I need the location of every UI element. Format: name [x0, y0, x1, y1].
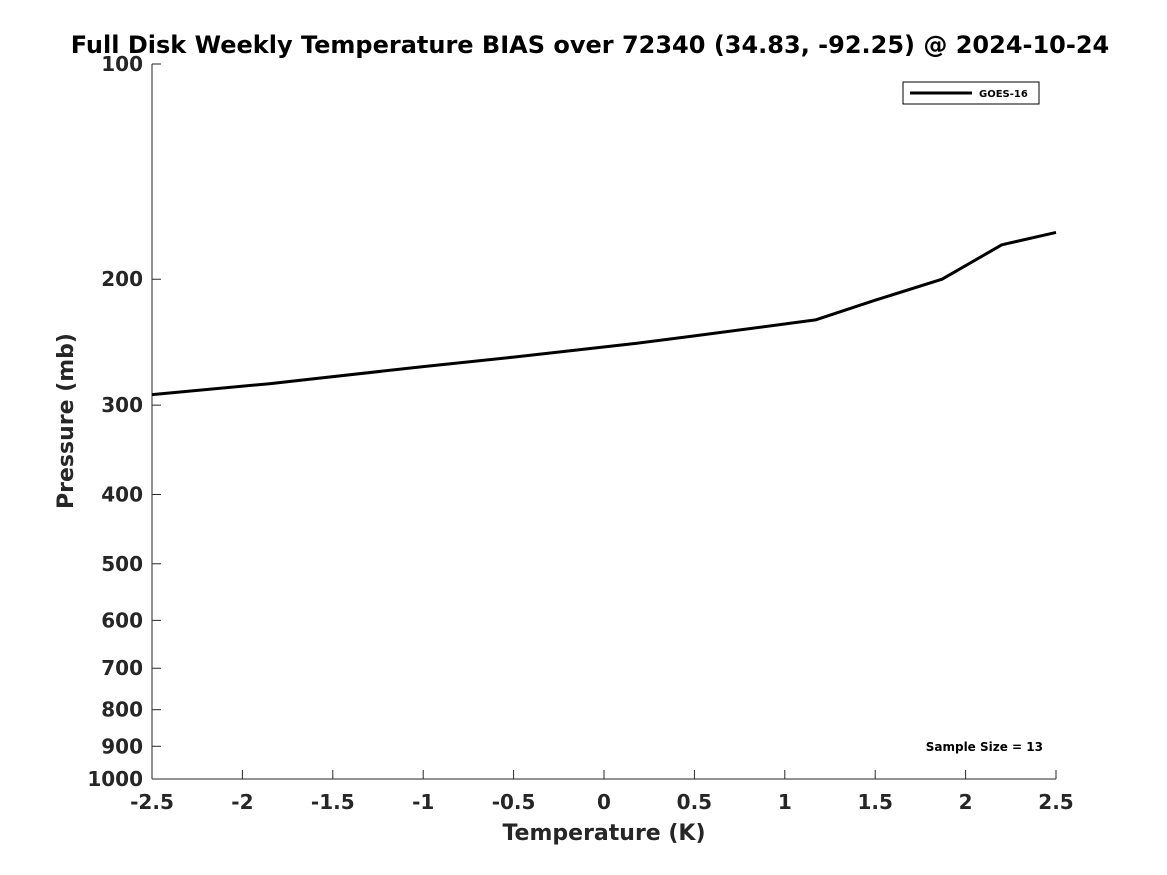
y-tick-label: 100 — [101, 52, 143, 76]
y-tick-label: 400 — [101, 482, 143, 506]
sample-size-annotation: Sample Size = 13 — [926, 740, 1043, 754]
chart-title: Full Disk Weekly Temperature BIAS over 7… — [71, 31, 1110, 59]
x-tick-label: 1.5 — [857, 790, 892, 814]
x-tick-label: -2.5 — [130, 790, 174, 814]
x-tick-label: 2 — [959, 790, 973, 814]
x-tick-label: -2 — [231, 790, 253, 814]
legend: GOES-16 — [902, 81, 1040, 105]
x-tick-label: 0.5 — [677, 790, 712, 814]
y-tick-label: 700 — [101, 656, 143, 680]
axes — [151, 64, 1056, 780]
x-tick-label: -0.5 — [492, 790, 536, 814]
x-tick-label: -1.5 — [311, 790, 355, 814]
legend-label-goes-16: GOES-16 — [979, 89, 1028, 100]
x-tick-label: 2.5 — [1038, 790, 1073, 814]
x-tick-label: -1 — [412, 790, 434, 814]
y-axis-ticks: 100 200 300 400 500 600 700 800 900 1000 — [87, 52, 161, 791]
y-tick-label: 900 — [101, 734, 143, 758]
x-tick-label: 0 — [597, 790, 611, 814]
y-tick-label: 200 — [101, 267, 143, 291]
x-axis-ticks: -2.5 -2 -1.5 -1 -0.5 0 0.5 1 1.5 2 2.5 — [130, 770, 1074, 814]
y-tick-label: 500 — [101, 552, 143, 576]
series-layer — [151, 230, 1057, 397]
y-tick-label: 800 — [101, 698, 143, 722]
x-axis-label: Temperature (K) — [502, 821, 705, 846]
y-tick-label: 600 — [101, 608, 143, 632]
y-axis-label: Pressure (mb) — [54, 333, 79, 509]
y-tick-label: 300 — [101, 393, 143, 417]
x-tick-label: 1 — [778, 790, 792, 814]
series-line-goes-16 — [151, 230, 1057, 397]
y-tick-label: 1000 — [87, 767, 143, 791]
